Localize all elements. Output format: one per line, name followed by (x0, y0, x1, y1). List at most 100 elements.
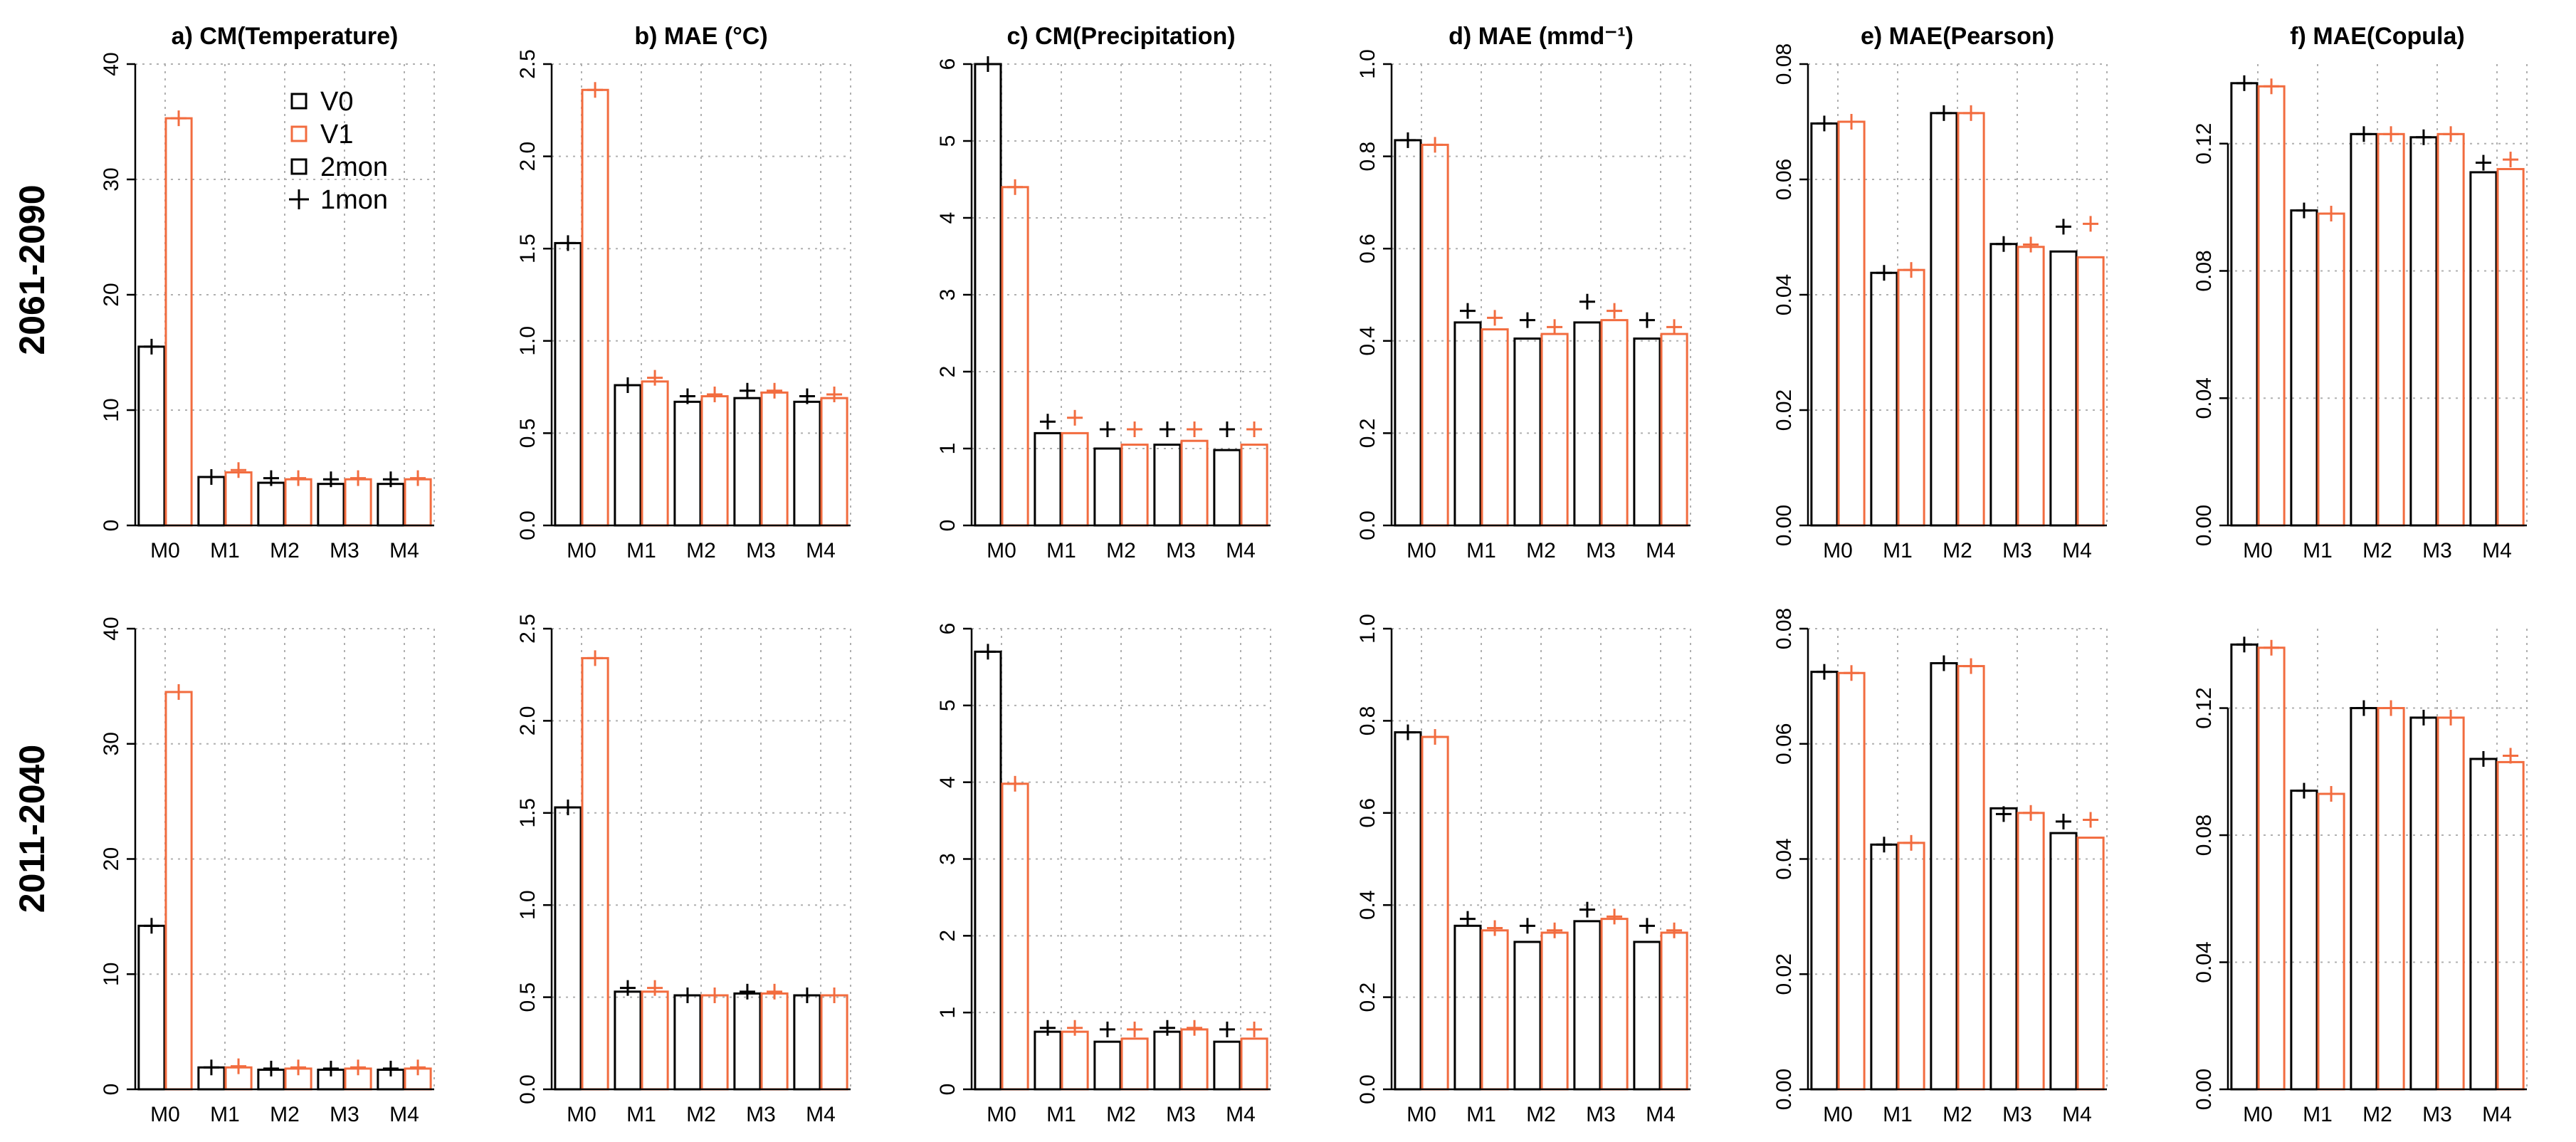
panel-7-y-tick-label: 0 (100, 1084, 123, 1096)
panel-6-bar-v1-M1 (2317, 212, 2345, 527)
panel-8-y-tick-label: 1.5 (516, 798, 540, 828)
panel-1-y-tick-label: 20 (100, 283, 123, 306)
panel-8-x-label-M2: M2 (686, 1103, 716, 1126)
panel-8-y-tick-label: 2.5 (516, 614, 540, 644)
panel-2-bar-v1-M4 (820, 397, 848, 527)
panel-8-y-tick-label: 0.5 (516, 983, 540, 1012)
panel-10-bar-v0-M1 (1453, 924, 1482, 1091)
panel-7-y-tick-label: 20 (100, 847, 123, 871)
panel-11-bar-v1-M4 (2076, 837, 2105, 1091)
panel-2-bar-v0-M4 (793, 400, 821, 527)
panel-10-bar-v1-M3 (1600, 918, 1629, 1091)
panel-10-bar-v0-M2 (1513, 941, 1542, 1091)
panel-5-x-label-M1: M1 (1883, 539, 1913, 562)
panel-5-y-tick-label: 0.04 (1772, 274, 1796, 315)
panel-1-bar-v1-M3 (344, 478, 372, 527)
panel-8-bar-v0-M4 (793, 994, 821, 1091)
panel-9-x-label-M4: M4 (1226, 1103, 1256, 1126)
panel-6-bar-v1-M0 (2257, 85, 2286, 527)
panel-5-bar-v0-M3 (1989, 243, 2018, 527)
panel-12-bar-v1-M3 (2436, 716, 2465, 1091)
panel-8-bar-v1-M3 (760, 992, 789, 1091)
panel-8-y-tick-label: 1.0 (516, 890, 540, 920)
legend-marker-V1 (290, 125, 307, 142)
panel-4-y-tick-label: 1.0 (1356, 49, 1379, 79)
panel-10-x-label-M3: M3 (1586, 1103, 1616, 1126)
panel-6-x-label-M0: M0 (2243, 539, 2273, 562)
panel-2-bar-v0-M3 (733, 397, 762, 527)
panel-4-bar-v0-M0 (1394, 139, 1422, 527)
panel-11-x-label-M4: M4 (2062, 1103, 2092, 1126)
panel-10-y-tick-label: 1.0 (1356, 614, 1379, 644)
panel-4-bar-v1-M3 (1600, 319, 1629, 527)
panel-9-x-label-M0: M0 (987, 1103, 1016, 1126)
panel-2-x-label-M0: M0 (567, 539, 596, 562)
panel-2-title: b) MAE (°C) (634, 23, 767, 50)
panel-3-y-tick-label: 1 (936, 443, 960, 455)
panel-9-bar-v1-M4 (1240, 1037, 1268, 1091)
panel-10-bar-v1-M4 (1660, 931, 1688, 1091)
panel-1-bar-v1-M2 (284, 478, 312, 527)
panel-9-y-tick-label: 5 (936, 699, 960, 711)
panel-8-bar-v0-M2 (673, 994, 702, 1091)
panel-9-bar-v0-M3 (1153, 1030, 1182, 1091)
panel-10-y-tick-label: 0.2 (1356, 983, 1379, 1012)
panel-3-bar-v1-M0 (1001, 186, 1029, 527)
panel-3-x-label-M4: M4 (1226, 539, 1256, 562)
panel-4-bar-v0-M3 (1573, 321, 1602, 527)
panel-5-y-tick-label: 0.00 (1772, 505, 1796, 546)
panel-8-bar-v1-M2 (700, 994, 729, 1091)
panel-3-y-tick-label: 6 (936, 58, 960, 70)
panel-12-x-label-M0: M0 (2243, 1103, 2273, 1126)
panel-3-bar-v1-M2 (1120, 444, 1149, 527)
panel-8-bar-v1-M4 (820, 994, 848, 1091)
panel-5-bar-v0-M4 (2049, 250, 2078, 527)
panel-8-bar-v1-M0 (581, 656, 609, 1091)
panel-9-y-tick-label: 2 (936, 930, 960, 942)
panel-6-bar-v1-M2 (2377, 132, 2405, 527)
panel-5-x-label-M4: M4 (2062, 539, 2092, 562)
panel-3-bar-v0-M4 (1213, 449, 1241, 527)
panel-6-y-tick-label: 0.12 (2192, 123, 2216, 164)
panel-2-bar-v1-M3 (760, 391, 789, 527)
panel-6-x-label-M4: M4 (2482, 539, 2512, 562)
panel-1-y-tick-label: 40 (100, 52, 123, 75)
panel-4-bar-v1-M4 (1660, 332, 1688, 527)
panel-1-x-label-M4: M4 (389, 539, 419, 562)
panel-1-x-label-M3: M3 (330, 539, 359, 562)
panel-4-x-label-M1: M1 (1466, 539, 1496, 562)
panel-2-x-label-M4: M4 (806, 539, 836, 562)
panel-5-bar-v1-M2 (1957, 112, 1985, 527)
legend-label-V1: V1 (320, 120, 353, 150)
panel-4-bar-v1-M2 (1540, 332, 1569, 527)
panel-9-bar-v1-M2 (1120, 1037, 1149, 1091)
panel-11-x-label-M0: M0 (1823, 1103, 1853, 1126)
panel-12-y-tick-label: 0.12 (2192, 687, 2216, 728)
panel-10-bar-v0-M4 (1633, 941, 1661, 1091)
panel-5-bar-v0-M1 (1870, 271, 1898, 527)
panel-10-x-label-M0: M0 (1407, 1103, 1436, 1126)
panel-1-bar-v0-M2 (257, 481, 285, 527)
panel-7-y-tick-label: 10 (100, 963, 123, 986)
panel-2-bar-v1-M1 (641, 380, 669, 527)
panel-9-y-tick-label: 0 (936, 1084, 960, 1096)
panel-6-y-tick-label: 0.00 (2192, 505, 2216, 546)
panel-5-x-label-M0: M0 (1823, 539, 1853, 562)
panel-12-y-tick-label: 0.00 (2192, 1069, 2216, 1110)
panel-9-y-tick-label: 4 (936, 776, 960, 788)
panel-12-bar-v1-M2 (2377, 707, 2405, 1091)
panel-11-y-tick-label: 0.02 (1772, 953, 1796, 995)
panel-11-bar-v1-M2 (1957, 665, 1985, 1091)
panel-11-bar-v1-M1 (1897, 842, 1925, 1091)
panel-9-bar-v0-M2 (1093, 1040, 1122, 1091)
panel-7-y-tick-label: 40 (100, 617, 123, 640)
panel-12-x-label-M2: M2 (2362, 1103, 2392, 1126)
panel-7-bar-v0-M0 (137, 924, 166, 1091)
panel-4-bar-v0-M4 (1633, 337, 1661, 527)
legend-marker-V0 (290, 93, 307, 110)
panel-8-bar-v0-M0 (554, 806, 582, 1091)
panel-9-x-label-M3: M3 (1166, 1103, 1196, 1126)
panel-1-bar-v0-M3 (317, 483, 345, 527)
panel-9-y-tick-label: 1 (936, 1007, 960, 1019)
